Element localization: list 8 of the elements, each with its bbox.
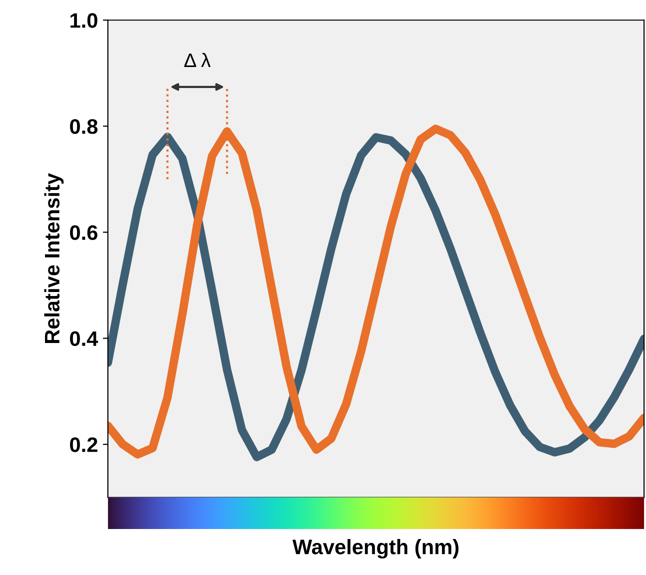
y-tick-label: 0.2 <box>70 437 98 452</box>
y-axis-title: Relative Intensity <box>44 173 64 344</box>
y-tick-label: 1.0 <box>70 13 98 28</box>
y-tick-label: 0.8 <box>70 119 98 134</box>
y-tick-label: 0.6 <box>70 225 98 240</box>
y-tick-label: 0.4 <box>70 331 98 346</box>
x-axis-title: Wavelength (nm) <box>292 539 458 559</box>
annotation: Δ λ <box>184 52 211 67</box>
